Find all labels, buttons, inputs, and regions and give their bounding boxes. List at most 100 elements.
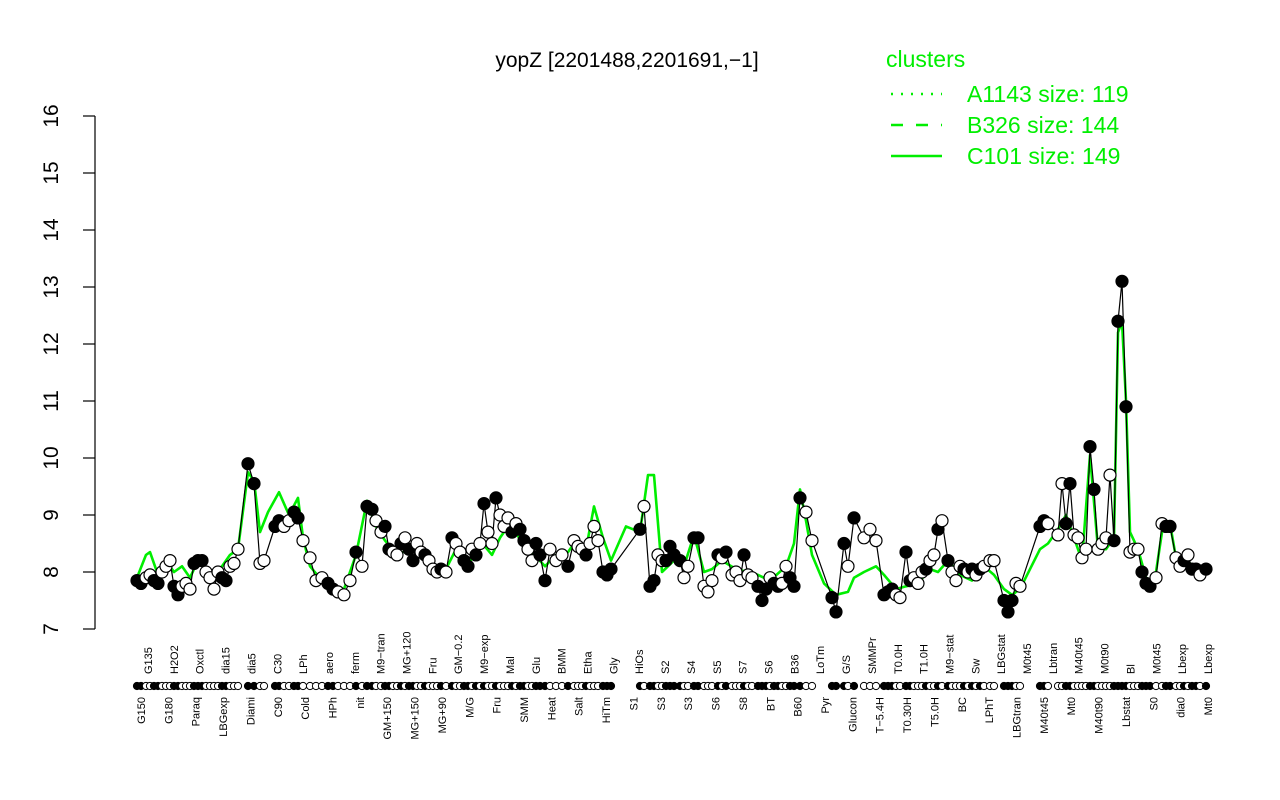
data-point [987,553,1001,568]
x-tick-label: Mt0 [1203,697,1215,715]
data-point [481,525,495,539]
data-point [941,553,955,568]
data-point [195,553,209,568]
x-tick-label: H2O2 [169,645,181,674]
data-point [604,562,618,576]
data-point [1087,482,1101,496]
x-tick-label: BT [765,697,777,711]
y-axis: 7 8 9 10 11 12 13 14 15 16 [40,104,96,635]
x-tick-label: Lbexp [1203,644,1215,674]
y-tick-label: 7 [40,623,63,635]
x-tick-label: S7 [738,661,750,674]
x-tick-label: C90 [273,697,285,717]
data-point [337,588,351,602]
x-tick-label: M40t45 [1039,697,1051,734]
data-point [529,536,543,551]
data-point [461,559,475,573]
x-tick-label: Fru [492,697,504,714]
data-point [1063,477,1077,491]
data-point [719,545,733,559]
x-tick-label: M0t45 [1022,643,1034,674]
data-point [355,559,369,573]
data-point [247,477,261,491]
y-tick-label: 12 [40,332,63,355]
data-point [799,505,813,519]
data-point [513,522,527,536]
data-point [1115,274,1129,288]
x-tick-label: MG+90 [437,697,449,733]
x-tick-label: Glu [531,657,543,674]
data-point [837,536,851,551]
x-tick-label: Lbexp [1177,644,1189,674]
data-point [927,548,941,562]
data-point [439,565,453,579]
x-tick-label: T1.0H [919,644,931,674]
data-point [911,576,925,591]
x-tick-label: T0.0H [893,644,905,674]
data-point [793,491,807,505]
x-tick-label: Fru [427,658,439,675]
data-point [681,559,695,573]
data-point [473,536,487,551]
data-point [227,556,241,571]
data-point [825,590,839,605]
data-point [207,582,221,596]
data-point [755,593,769,608]
x-tick-label: G135 [143,647,155,674]
y-tick-label: 11 [40,390,63,412]
x-tick-label: M0t45 [1151,643,1163,674]
data-point [1071,531,1085,545]
legend-entry-a1143: A1143 size: 119 [967,81,1129,107]
data-point [1059,516,1073,531]
data-point [257,553,271,568]
data-point [296,533,310,548]
x-tick-label: MG+120 [402,632,414,675]
data-point [863,522,877,536]
chart-title: yopZ [2201488,2201691,−1] [495,49,758,72]
rug-marker [807,681,817,691]
y-tick-label: 10 [40,446,63,469]
rug-marker [1201,681,1211,691]
rug-marker [871,681,881,691]
data-point [677,571,691,585]
x-tick-label: S2 [660,661,672,674]
x-tick-label: Mal [505,656,517,674]
data-point [378,519,392,534]
x-tick-label: Oxctl [195,649,207,674]
rug-marker [233,681,243,691]
data-point [949,573,963,588]
x-tick-label: MG+150 [410,697,422,740]
x-tick-label: B36 [789,654,801,674]
condition-rug [132,681,1211,691]
data-point [701,585,715,599]
data-point [561,559,575,573]
data-point [1111,314,1125,328]
x-tick-label: S6 [711,697,723,710]
x-tick-label: Etha [583,650,595,674]
x-tick-label: S3 [683,697,695,710]
data-point [533,548,547,562]
x-tick-label: T5.0H [929,697,941,727]
data-point [151,576,165,591]
x-tick-label: M9−stat [945,635,957,674]
x-tick-label: nit [355,697,367,709]
x-tick-label: C30 [272,654,284,674]
data-point [219,573,233,588]
data-point [489,491,503,505]
x-tick-label: BC [957,697,969,712]
data-point [555,548,569,562]
data-point [390,548,404,562]
x-tick-label: S5 [712,661,724,674]
data-point [829,605,843,619]
x-tick-label: Diami [245,697,257,725]
x-tick-label: S8 [738,697,750,710]
data-point [543,542,557,556]
x-tick-label: Glucon [847,697,859,732]
data-point [1005,593,1019,608]
rug-marker [298,681,308,691]
x-tick-label: LBGtran [1012,697,1024,738]
data-point [1041,516,1055,531]
x-tick-label: LBGexp [218,697,230,737]
x-tick-label: BMM [557,648,569,674]
